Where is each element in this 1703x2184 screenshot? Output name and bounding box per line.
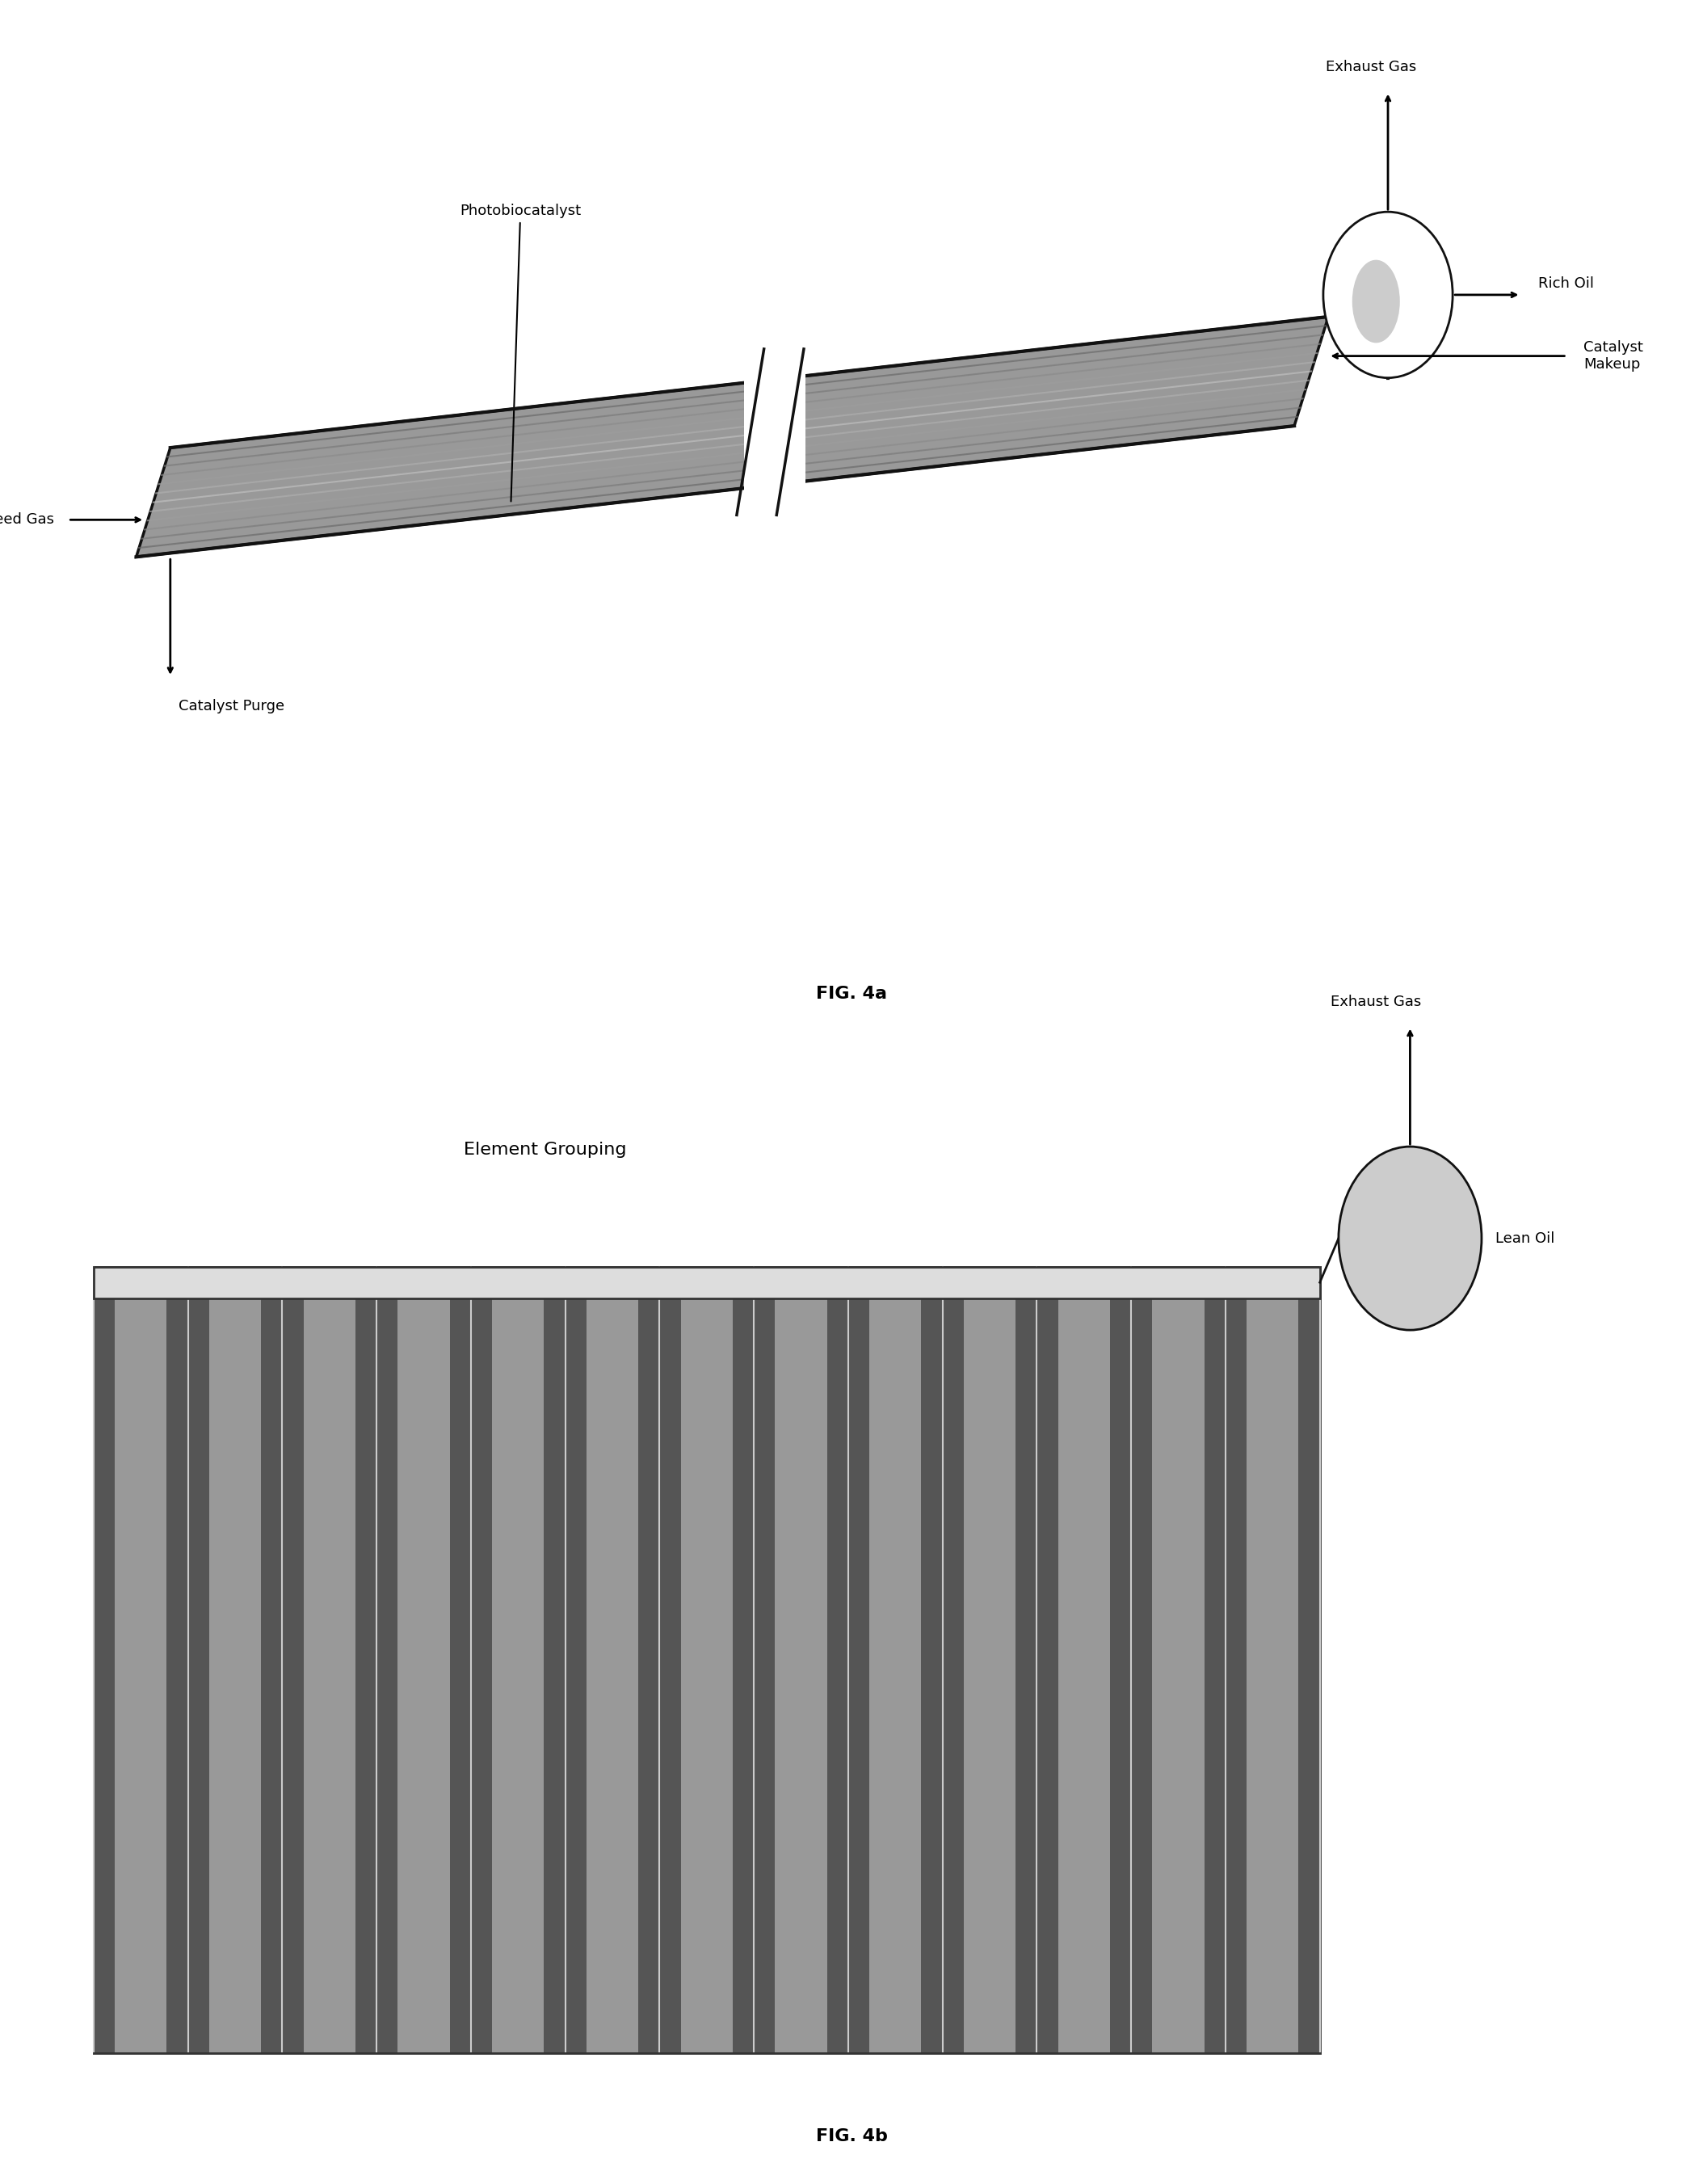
Polygon shape bbox=[586, 1267, 639, 2053]
Polygon shape bbox=[921, 1267, 942, 2053]
Text: Rich Oil: Rich Oil bbox=[1538, 277, 1594, 290]
Polygon shape bbox=[94, 1267, 1320, 2053]
Polygon shape bbox=[1058, 1267, 1110, 2053]
Polygon shape bbox=[209, 1267, 261, 2053]
Text: Exhaust Gas: Exhaust Gas bbox=[1325, 59, 1417, 74]
Polygon shape bbox=[283, 1267, 303, 2053]
Polygon shape bbox=[1037, 1267, 1058, 2053]
Polygon shape bbox=[1153, 1267, 1204, 2053]
Text: FIG. 4a: FIG. 4a bbox=[816, 985, 887, 1002]
Polygon shape bbox=[659, 1267, 681, 2053]
Polygon shape bbox=[681, 1267, 732, 2053]
Polygon shape bbox=[1131, 1267, 1153, 2053]
Text: Catalyst Purge: Catalyst Purge bbox=[179, 699, 284, 714]
Polygon shape bbox=[744, 369, 806, 496]
Polygon shape bbox=[472, 1267, 492, 2053]
Polygon shape bbox=[136, 317, 1328, 557]
Polygon shape bbox=[732, 1267, 754, 2053]
Polygon shape bbox=[376, 1267, 399, 2053]
Polygon shape bbox=[1204, 1267, 1226, 2053]
Polygon shape bbox=[775, 1267, 828, 2053]
Polygon shape bbox=[94, 1267, 1320, 1297]
Text: Feed Gas: Feed Gas bbox=[0, 513, 54, 526]
Polygon shape bbox=[1299, 1267, 1320, 2053]
Polygon shape bbox=[261, 1267, 283, 2053]
Polygon shape bbox=[848, 1267, 870, 2053]
Polygon shape bbox=[1247, 1267, 1299, 2053]
Polygon shape bbox=[639, 1267, 659, 2053]
Polygon shape bbox=[964, 1267, 1015, 2053]
Circle shape bbox=[1323, 212, 1453, 378]
Circle shape bbox=[1339, 1147, 1482, 1330]
Polygon shape bbox=[942, 1267, 964, 2053]
Text: Lean Oil: Lean Oil bbox=[1495, 1232, 1555, 1245]
Polygon shape bbox=[167, 1267, 187, 2053]
Polygon shape bbox=[543, 1267, 565, 2053]
Polygon shape bbox=[303, 1267, 356, 2053]
Polygon shape bbox=[187, 1267, 209, 2053]
Polygon shape bbox=[828, 1267, 848, 2053]
Polygon shape bbox=[450, 1267, 472, 2053]
Polygon shape bbox=[1110, 1267, 1131, 2053]
Text: Exhaust Gas: Exhaust Gas bbox=[1330, 994, 1422, 1009]
Text: Catalyst
Makeup: Catalyst Makeup bbox=[1584, 341, 1643, 371]
Text: FIG. 4b: FIG. 4b bbox=[816, 2127, 887, 2145]
Polygon shape bbox=[1226, 1267, 1247, 2053]
Polygon shape bbox=[754, 1267, 775, 2053]
Polygon shape bbox=[1015, 1267, 1037, 2053]
Text: Element Grouping: Element Grouping bbox=[463, 1142, 627, 1158]
Ellipse shape bbox=[1352, 260, 1400, 343]
Polygon shape bbox=[356, 1267, 376, 2053]
Polygon shape bbox=[492, 1267, 543, 2053]
Polygon shape bbox=[94, 1267, 114, 2053]
Text: Photobiocatalyst: Photobiocatalyst bbox=[460, 203, 581, 502]
Polygon shape bbox=[399, 1267, 450, 2053]
Polygon shape bbox=[870, 1267, 921, 2053]
Polygon shape bbox=[114, 1267, 167, 2053]
Polygon shape bbox=[565, 1267, 586, 2053]
